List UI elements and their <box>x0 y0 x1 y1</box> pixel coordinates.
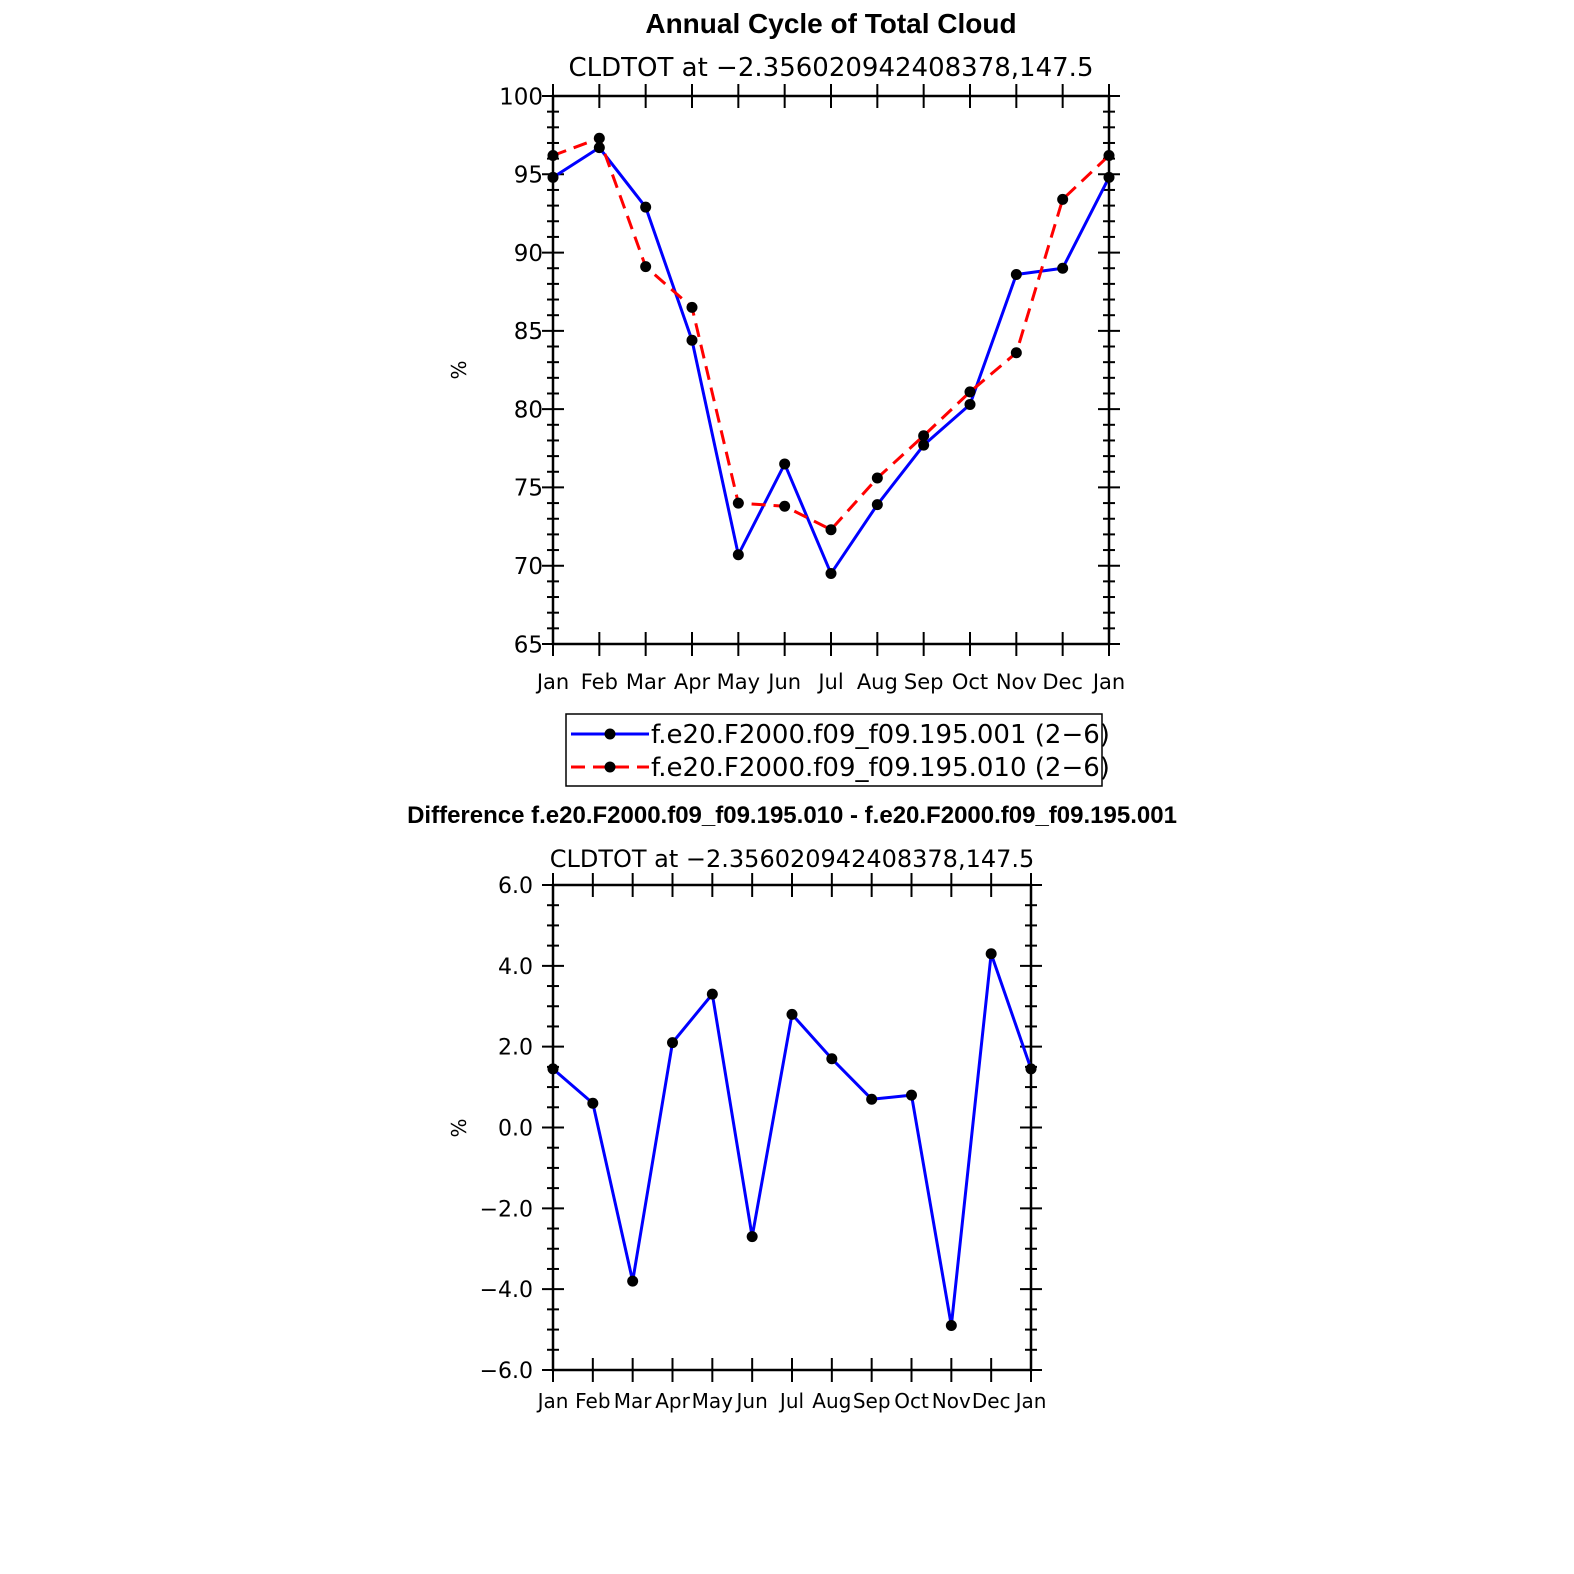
x-tick-label: Jun <box>766 670 801 694</box>
data-point-series-1 <box>985 948 997 960</box>
y-tick-label: 2.0 <box>498 1036 533 1061</box>
data-point-series-1 <box>667 1037 678 1049</box>
y-axis-label: % <box>447 1118 471 1137</box>
y-tick-label: 6.0 <box>498 874 533 899</box>
data-point-series-1 <box>732 549 744 561</box>
data-point-series-1 <box>1103 171 1115 183</box>
x-tick-label: Oct <box>952 670 988 694</box>
y-tick-label: −2.0 <box>480 1197 533 1222</box>
x-tick-label: Nov <box>996 670 1037 694</box>
chart-panel-1: Annual Cycle of Total Cloud CLDTOT at −2.… <box>447 8 1125 787</box>
data-point-series-2 <box>547 149 559 161</box>
x-tick-label: Jan <box>1091 670 1125 694</box>
x-tick-label: Mar <box>626 670 666 694</box>
chart-title: Annual Cycle of Total Cloud <box>645 8 1016 39</box>
data-point-series-1 <box>779 458 791 470</box>
x-tick-label: Nov <box>932 1389 971 1413</box>
data-point-series-2 <box>732 497 744 509</box>
x-tick-label: Dec <box>1042 670 1083 694</box>
legend-box <box>565 713 1103 787</box>
data-point-series-2 <box>918 430 930 442</box>
data-point-series-1 <box>786 1008 798 1020</box>
x-tick-label: Jan <box>535 670 569 694</box>
x-tick-label: Dec <box>972 1389 1011 1413</box>
data-point-series-1 <box>964 398 976 410</box>
x-tick-label: Feb <box>581 670 618 694</box>
data-point-series-1 <box>918 439 930 451</box>
y-tick-label: −6.0 <box>480 1359 533 1384</box>
y-tick-label: 0.0 <box>498 1116 533 1141</box>
data-point-series-1 <box>587 1097 599 1109</box>
data-point-series-1 <box>593 142 605 154</box>
series-line-1 <box>552 146 1111 576</box>
plot-frame <box>551 94 1111 646</box>
chart-subtitle: CLDTOT at −2.356020942408378,147.5 <box>550 845 1035 873</box>
y-tick-label: 75 <box>514 476 543 502</box>
y-axis-label: % <box>447 360 471 379</box>
x-tick-label: Aug <box>812 1389 851 1413</box>
y-tick-label: 95 <box>514 163 543 189</box>
y-tick-label: 80 <box>514 397 543 423</box>
data-point-series-1 <box>640 201 652 213</box>
x-tick-label: Oct <box>894 1389 929 1413</box>
data-point-series-2 <box>593 132 605 144</box>
x-tick-label: Apr <box>655 1389 690 1413</box>
y-tick-label: 85 <box>514 319 543 345</box>
x-tick-label: Mar <box>614 1389 653 1413</box>
y-tick-label: 90 <box>514 241 543 267</box>
data-point-series-2 <box>686 301 698 313</box>
chart-title: Difference f.e20.F2000.f09_f09.195.010 -… <box>407 802 1177 829</box>
data-point-series-2 <box>1010 347 1022 359</box>
data-point-series-1 <box>1025 1063 1037 1075</box>
x-tick-label: Jan <box>1014 1389 1047 1413</box>
data-point-series-2 <box>640 261 652 273</box>
y-tick-label: 65 <box>514 632 543 658</box>
y-tick-label: 4.0 <box>498 955 533 980</box>
chart-subtitle: CLDTOT at −2.356020942408378,147.5 <box>569 53 1094 83</box>
x-tick-label: Aug <box>857 670 898 694</box>
data-point-series-2 <box>1103 149 1115 161</box>
x-tick-label: Jul <box>816 670 843 694</box>
data-point-series-1 <box>825 568 837 580</box>
x-tick-label: Jan <box>536 1389 569 1413</box>
data-point-series-1 <box>1010 268 1022 280</box>
data-point-series-1 <box>706 988 718 1000</box>
data-point-series-1 <box>746 1231 758 1243</box>
data-point-series-1 <box>945 1320 957 1332</box>
data-point-series-1 <box>547 171 559 183</box>
y-tick-label: 70 <box>514 554 543 580</box>
legend-label-2: f.e20.F2000.f09_f09.195.010 (2−6) <box>651 753 1110 783</box>
y-tick-label: −4.0 <box>480 1278 533 1303</box>
legend-swatch-marker-2 <box>604 761 616 773</box>
data-point-series-1 <box>871 499 883 511</box>
data-point-series-1 <box>826 1053 838 1065</box>
x-tick-label: May <box>717 670 760 694</box>
x-tick-label: Jul <box>778 1389 804 1413</box>
y-tick-label: 100 <box>499 84 543 110</box>
x-tick-label: Apr <box>674 670 711 694</box>
data-point-series-1 <box>547 1063 559 1075</box>
data-point-series-1 <box>627 1275 639 1287</box>
legend-swatch-marker-1 <box>604 728 616 740</box>
data-point-series-2 <box>871 472 883 484</box>
x-tick-label: Feb <box>575 1389 610 1413</box>
x-tick-label: May <box>692 1389 734 1413</box>
plot-frame <box>551 883 1033 1372</box>
x-tick-label: Jun <box>735 1389 768 1413</box>
legend-label-1: f.e20.F2000.f09_f09.195.001 (2−6) <box>651 720 1110 750</box>
data-point-series-2 <box>779 500 791 512</box>
x-tick-label: Sep <box>904 670 944 694</box>
data-point-series-1 <box>686 334 698 346</box>
chart-panel-2: Difference f.e20.F2000.f09_f09.195.010 -… <box>407 802 1177 1413</box>
data-point-series-1 <box>1057 262 1069 274</box>
data-point-series-1 <box>906 1089 917 1101</box>
data-point-series-2 <box>964 386 976 398</box>
x-tick-label: Sep <box>853 1389 891 1413</box>
legend: f.e20.F2000.f09_f09.195.001 (2−6)f.e20.F… <box>565 713 1110 787</box>
data-point-series-2 <box>1057 193 1069 205</box>
data-point-series-1 <box>866 1093 878 1105</box>
data-point-series-2 <box>825 524 837 536</box>
